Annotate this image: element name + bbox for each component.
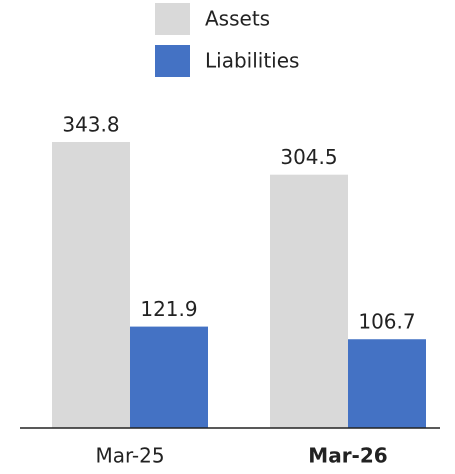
legend-swatch <box>155 3 190 35</box>
bar <box>52 142 130 428</box>
x-tick-label: Mar-25 <box>95 444 164 468</box>
x-tick-label: Mar-26 <box>308 444 387 468</box>
value-label: 121.9 <box>140 297 197 321</box>
legend-swatch <box>155 45 190 77</box>
value-label: 343.8 <box>62 113 119 137</box>
legend-label: Liabilities <box>205 49 299 73</box>
value-label: 304.5 <box>280 145 337 169</box>
legend-label: Assets <box>205 7 270 31</box>
bar <box>270 174 348 428</box>
value-label: 106.7 <box>358 310 415 334</box>
bar <box>348 339 426 428</box>
bar <box>130 326 208 428</box>
